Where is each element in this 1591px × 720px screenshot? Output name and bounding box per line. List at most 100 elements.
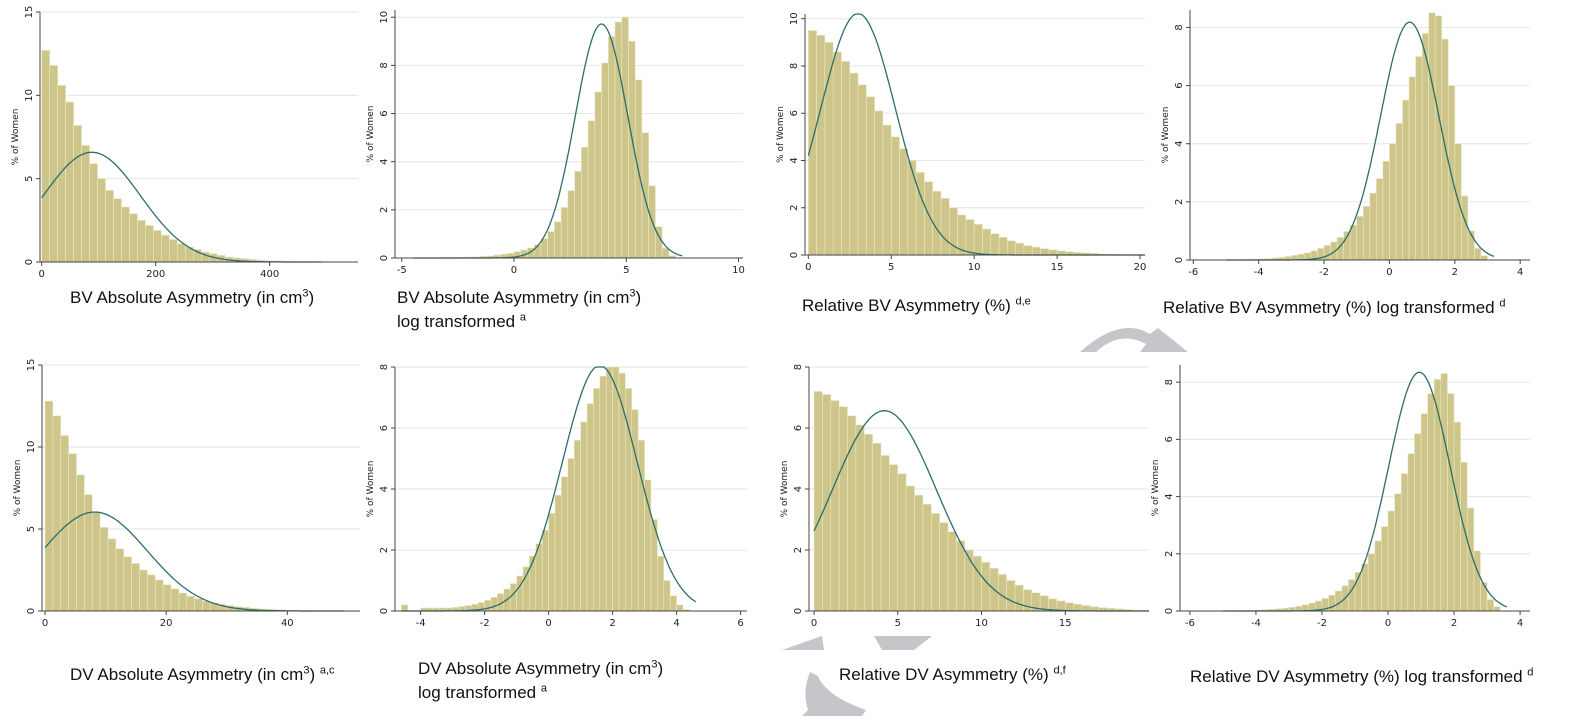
histogram-bar — [631, 409, 639, 612]
histogram-bar — [841, 60, 851, 256]
histogram-bar — [560, 207, 569, 259]
histogram-bar — [922, 503, 932, 612]
histogram-bar — [186, 595, 195, 612]
x-tick-label: -2 — [1317, 618, 1327, 629]
chart-panel-4: 0 2 4 6 8 -6 -4 -2 0 2 4% of Women Relative BV Asy… — [1150, 0, 1591, 330]
caption-text: DV Absolute Asymmetry (in cm — [70, 665, 304, 684]
x-tick-label: -4 — [416, 618, 426, 629]
histogram-bar — [1480, 255, 1488, 261]
histogram-bar — [874, 110, 884, 256]
histogram-bar — [621, 16, 629, 259]
chart-8-caption: Relative DV Asymmetry (%) log transforme… — [1190, 665, 1533, 689]
histogram-bar — [1328, 594, 1336, 612]
chart-panel-7: 0 2 4 6 8 0 5 10 15 % of Women Relative DV Asymme… — [765, 355, 1165, 695]
histogram-bar — [1394, 493, 1402, 612]
gray-arrow-artifact-bottom-left — [782, 636, 932, 716]
histogram-bar — [154, 579, 164, 612]
histogram-bar — [1389, 143, 1397, 261]
histogram-bar — [889, 464, 899, 612]
histogram-bar — [105, 190, 114, 263]
y-tick-label: 8 — [789, 63, 800, 69]
histogram-bar — [581, 146, 589, 259]
histogram-bar — [998, 236, 1008, 256]
caption-text: BV Absolute Asymmetry (in cm — [70, 288, 303, 307]
y-tick-label: 10 — [26, 441, 37, 454]
histogram-bar — [586, 403, 594, 612]
chart-2-caption: BV Absolute Asymmetry (in cm3) log trans… — [397, 286, 641, 334]
caption-text: DV Absolute Asymmetry (in cm — [418, 659, 652, 678]
histogram-bar — [1428, 12, 1436, 261]
y-axis-label: % of Women — [1161, 107, 1171, 164]
gray-arrow-artifact-top — [1080, 328, 1188, 352]
x-tick-label: 20 — [1134, 262, 1147, 273]
y-axis-label: % of Women — [11, 109, 21, 166]
y-axis-label: % of Women — [780, 461, 790, 518]
y-tick-label: 6 — [379, 425, 390, 431]
x-tick-label: 0 — [1385, 618, 1391, 629]
y-tick-label: 2 — [1164, 551, 1175, 557]
caption-line2: log transformed — [397, 312, 516, 331]
chart-7-svg: 0 2 4 6 8 0 5 10 15 % of Women — [780, 364, 1150, 629]
chart-1-caption: BV Absolute Asymmetry (in cm3) — [70, 286, 314, 310]
caption-line2: log transformed — [418, 683, 537, 702]
histogram-bar — [73, 125, 82, 263]
histogram-bar — [997, 574, 1007, 612]
histogram-bar — [866, 96, 875, 256]
x-tick-label: 0 — [42, 618, 48, 629]
chart-3-caption: Relative BV Asymmetry (%) d,e — [802, 294, 1031, 318]
histogram-bar — [990, 233, 1000, 256]
histogram-bar — [594, 91, 602, 259]
histogram-bar — [44, 400, 54, 612]
histogram-bar — [540, 238, 548, 259]
histogram-bar — [97, 178, 106, 263]
histogram-bar — [1023, 245, 1033, 256]
chart-6-caption: DV Absolute Asymmetry (in cm3) log trans… — [418, 657, 663, 705]
caption-note: a — [519, 311, 526, 324]
histogram-bar — [872, 442, 882, 612]
y-tick-label: 0 — [793, 608, 804, 614]
x-tick-label: -4 — [1251, 618, 1261, 629]
y-tick-label: 8 — [379, 364, 390, 370]
y-tick-label: 4 — [379, 159, 390, 165]
histogram-bar — [1433, 379, 1442, 612]
caption-sup: 3 — [302, 287, 309, 300]
y-tick-label: 8 — [1164, 379, 1175, 385]
x-tick-label: 5 — [623, 265, 629, 276]
chart-panel-1: 0 5 10 15 0 200 400 % of Women BV Absolute Asym… — [0, 0, 380, 320]
histogram-bar — [178, 592, 188, 612]
y-tick-label: 4 — [789, 157, 800, 163]
histogram-bar — [139, 569, 148, 612]
y-axis-label: % of Women — [366, 461, 376, 518]
x-tick-label: 10 — [975, 618, 988, 629]
histogram-bar — [516, 575, 524, 612]
y-axis-label: % of Women — [366, 106, 376, 163]
histogram-bar — [607, 36, 616, 259]
x-tick-label: -5 — [397, 265, 407, 276]
histogram-bar — [194, 598, 203, 612]
chart-5-svg: 0 5 10 15 0 20 40 % of Women — [13, 359, 360, 629]
histogram-bar — [1407, 453, 1415, 612]
y-tick-label: 4 — [793, 486, 804, 492]
caption-sup: 3 — [651, 658, 658, 671]
y-tick-label: 8 — [379, 62, 390, 68]
x-tick-label: 4 — [673, 618, 679, 629]
histogram-bar — [982, 228, 992, 256]
histogram-bar — [1402, 99, 1410, 261]
histogram-bar — [1414, 433, 1422, 612]
x-tick-label: 2 — [1452, 267, 1458, 278]
histogram-bar — [547, 231, 555, 259]
caption-note: d — [1499, 297, 1506, 310]
histogram-bar — [644, 479, 652, 612]
histogram-bar — [637, 439, 645, 612]
histogram-bar — [1056, 600, 1066, 612]
caption-end: ) — [657, 659, 664, 678]
x-tick-label: 0 — [805, 262, 811, 273]
histogram-bar — [1420, 413, 1428, 612]
histogram-bar — [65, 101, 74, 263]
histogram-bar — [567, 190, 575, 259]
histogram-bar — [599, 375, 607, 612]
histogram-bar — [161, 235, 170, 263]
histogram-bar — [882, 124, 892, 256]
histogram-bar — [509, 583, 517, 612]
histogram-bar — [1441, 38, 1449, 261]
